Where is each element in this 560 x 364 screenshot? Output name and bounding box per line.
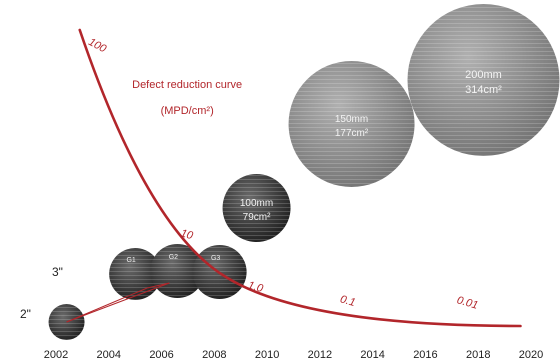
- growth-line: [66, 282, 170, 323]
- wafer-size-label: 200mm: [465, 69, 502, 81]
- curve-value-label: 0.01: [455, 294, 479, 311]
- defect-reduction-curve: [78, 28, 522, 328]
- wafer-texture: [222, 174, 291, 242]
- wafer-size-label: 100mm: [240, 198, 273, 209]
- wafer-texture: [288, 61, 415, 187]
- curve-layer: [78, 28, 522, 328]
- growth-line: [147, 282, 170, 289]
- x-tick-label: 2010: [255, 349, 279, 361]
- wafer-texture: [109, 248, 162, 300]
- x-tick-label: 2016: [413, 349, 437, 361]
- curve-value-label: 100: [86, 36, 109, 56]
- inch-label-2: 2": [20, 307, 31, 321]
- inch-label-3: 3": [52, 265, 63, 279]
- wafer-texture: [407, 4, 560, 156]
- curve-value-label: 1.0: [246, 279, 265, 295]
- curve-label: Defect reduction curve: [132, 79, 242, 91]
- x-tick-label: 2018: [466, 349, 490, 361]
- wafer-size-label: G2: [169, 254, 178, 261]
- wafer-area-label: 314cm²: [465, 84, 502, 96]
- x-tick-label: 2020: [519, 349, 543, 361]
- x-tick-label: 2002: [44, 349, 68, 361]
- wafer-size-label: G1: [126, 257, 135, 264]
- wafer-area-label: 79cm²: [243, 212, 271, 223]
- wafer-size-label: 150mm: [335, 114, 368, 125]
- x-tick-label: 2006: [149, 349, 173, 361]
- x-tick-label: 2012: [308, 349, 332, 361]
- x-tick-label: 2014: [360, 349, 384, 361]
- curve-unit-label: (MPD/cm²): [161, 105, 214, 117]
- x-tick-label: 2008: [202, 349, 226, 361]
- wafer-size-label: G3: [211, 255, 220, 262]
- growth-line: [66, 287, 148, 323]
- x-axis: 2002 2004 2006 2008 2010 2012 2014 2016 2018 2020: [44, 349, 543, 361]
- x-tick-label: 2004: [97, 349, 121, 361]
- wafer-area-label: 177cm²: [335, 128, 369, 139]
- wafers-layer: G1 G2 G3 100mm 79cm² 150mm 177cm² 200mm 314cm²: [48, 4, 560, 340]
- curve-value-label: 10: [179, 227, 195, 242]
- curve-value-label: 0.1: [339, 293, 357, 309]
